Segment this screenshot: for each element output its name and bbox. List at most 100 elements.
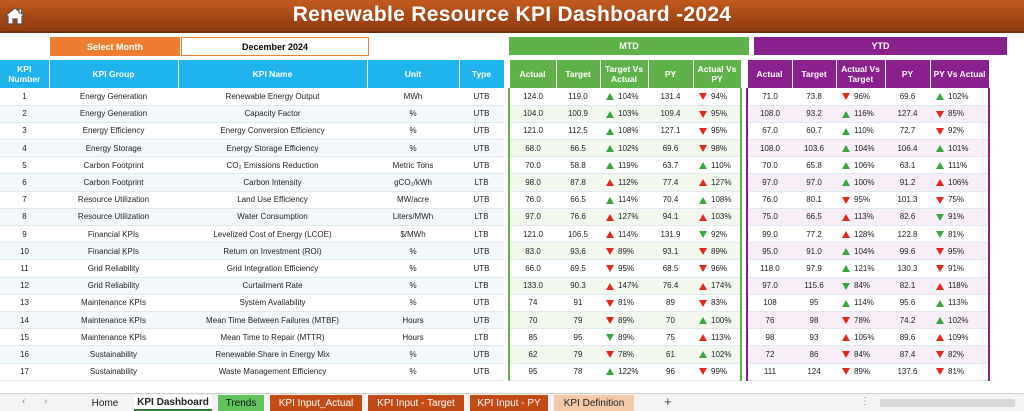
tab-kpi-definition[interactable]: KPI Definition — [554, 395, 634, 411]
table-row: 2 Energy Generation Capacity Factor% UTB 104… — [0, 105, 990, 123]
ytd-actual-cell: 71.0 — [746, 88, 792, 106]
kpi-name-cell: Renewable Energy Output — [178, 88, 367, 106]
ytd-actual-vs-target-cell: 128% — [836, 225, 885, 244]
ytd-actual-cell: 108.0 — [746, 139, 792, 158]
arrow-down-red-icon — [842, 351, 850, 359]
ytd-py-cell: 82.6 — [885, 208, 930, 227]
ytd-target: 66.5 — [806, 212, 822, 222]
arrow-up-green-icon — [936, 145, 944, 153]
kpi-group-cell: Energy Generation — [49, 88, 178, 106]
arrow-down-red-icon — [936, 127, 944, 135]
mtd-py: 77.4 — [662, 178, 679, 188]
mtd-actual: 70.0 — [525, 160, 541, 170]
ytd-py-cell: 122.8 — [885, 225, 930, 244]
ytd-target: 60.7 — [806, 126, 822, 136]
kpi-unit-cell: % — [367, 259, 459, 278]
kpi-group: Carbon Footprint — [83, 160, 144, 170]
mtd-actual-vs-py: 95% — [711, 109, 728, 119]
arrow-down-green-icon — [606, 334, 614, 342]
kpi-name-cell: Water Consumption — [178, 208, 367, 227]
ytd-actual-vs-target-cell: 84% — [836, 277, 885, 295]
ytd-actual-vs-target: 113% — [854, 212, 874, 222]
mtd-target: 66.5 — [570, 195, 586, 205]
tab-trends[interactable]: Trends — [218, 395, 264, 411]
home-button[interactable] — [0, 0, 30, 31]
column-spacer — [504, 311, 509, 329]
ytd-actual-vs-target: 104% — [854, 246, 875, 256]
mtd-target-cell: 87.8 — [556, 173, 600, 192]
ytd-py: 82.6 — [899, 212, 916, 222]
mtd-actual-vs-py-cell: 83% — [693, 294, 742, 312]
kpi-unit: gCO₂/kWh — [394, 178, 432, 188]
kpi-number: 4 — [22, 143, 27, 153]
tab-kpi-input-py[interactable]: KPI Input - PY — [470, 395, 548, 411]
kpi-unit: Metric Tons — [392, 160, 434, 170]
ytd-py-vs-actual-cell: 81% — [930, 225, 990, 244]
arrow-down-red-icon — [699, 145, 707, 153]
ytd-actual-vs-target: 114% — [854, 298, 874, 308]
kpi-unit-cell: % — [367, 122, 459, 141]
kpi-type-cell: UTB — [459, 345, 504, 364]
kpi-group: Sustainability — [89, 367, 138, 377]
kpi-group-cell: Grid Reliability — [49, 259, 178, 278]
ytd-py-cell: 101.3 — [885, 191, 930, 209]
kpi-number: 6 — [22, 178, 27, 188]
kpi-number: 15 — [20, 332, 29, 342]
arrow-down-red-icon — [606, 265, 614, 273]
mtd-target-vs-actual: 89% — [618, 332, 635, 342]
prev-sheet-icon[interactable]: ‹ — [22, 396, 26, 407]
tab-kpi-input-target[interactable]: KPI Input - Target — [368, 395, 464, 411]
mtd-target-vs-actual-cell: 104% — [600, 88, 648, 106]
mtd-target-vs-actual: 108% — [618, 126, 639, 136]
add-sheet-button[interactable]: + — [664, 394, 672, 409]
kpi-type-cell: UTB — [459, 88, 504, 106]
mtd-actual-cell: 68.0 — [508, 139, 556, 158]
ytd-py-vs-actual-cell: 102% — [930, 311, 990, 330]
tab-kpi-dashboard[interactable]: KPI Dashboard — [134, 395, 212, 411]
arrow-down-red-icon — [842, 93, 850, 101]
kpi-number-cell: 10 — [0, 242, 49, 261]
ytd-py-cell: 63.1 — [885, 156, 930, 175]
ytd-py-vs-actual-cell: 95% — [930, 242, 990, 261]
arrow-up-red-icon — [606, 179, 614, 187]
mtd-target: 78 — [573, 367, 583, 377]
ytd-target-cell: 93 — [792, 328, 836, 347]
ytd-target-cell: 115.6 — [792, 277, 836, 295]
column-spacer — [741, 242, 747, 260]
tab-kpi-input-actual[interactable]: KPI Input_Actual — [270, 395, 362, 411]
column-spacer — [741, 311, 747, 329]
mtd-py: 131.4 — [660, 91, 681, 101]
ytd-target-cell: 65.8 — [792, 156, 836, 175]
mtd-target: 76.6 — [570, 212, 586, 222]
mtd-target: 79 — [573, 315, 583, 325]
horizontal-scrollbar[interactable] — [880, 399, 1015, 407]
mtd-py-cell: 131.4 — [648, 88, 693, 106]
kpi-type: UTB — [473, 126, 490, 136]
arrow-up-red-icon — [606, 282, 614, 290]
kpi-group: Maintenance KPIs — [81, 315, 146, 325]
ytd-py-vs-actual-cell: 106% — [930, 173, 990, 192]
mtd-target: 106.5 — [567, 229, 589, 239]
mtd-actual-vs-py-cell: 110% — [693, 156, 742, 175]
ytd-target-cell: 73.8 — [792, 88, 836, 106]
ytd-actual-vs-target-cell: 96% — [836, 88, 885, 106]
kpi-group-cell: Maintenance KPIs — [49, 294, 178, 312]
mtd-target: 93.6 — [570, 246, 586, 256]
mtd-py: 127.1 — [660, 126, 681, 136]
ytd-py-cell: 74.2 — [885, 311, 930, 330]
month-selector[interactable]: December 2024 — [181, 37, 369, 56]
more-options-icon[interactable]: ⋮ — [860, 396, 870, 407]
ytd-actual-vs-target: 116% — [854, 109, 874, 119]
ytd-actual: 108 — [763, 298, 777, 308]
mtd-actual-cell: 121.0 — [508, 225, 556, 244]
ytd-actual-vs-target: 105% — [854, 332, 875, 342]
kpi-unit: % — [409, 109, 417, 119]
mtd-target: 100.9 — [567, 109, 589, 119]
arrow-up-green-icon — [606, 162, 614, 170]
next-sheet-icon[interactable]: › — [44, 396, 48, 407]
tab-home[interactable]: Home — [91, 397, 119, 409]
kpi-type-cell: UTB — [459, 191, 504, 209]
kpi-unit-cell: % — [367, 277, 459, 295]
mtd-actual: 95 — [528, 367, 538, 377]
mtd-target: 95 — [573, 332, 583, 342]
